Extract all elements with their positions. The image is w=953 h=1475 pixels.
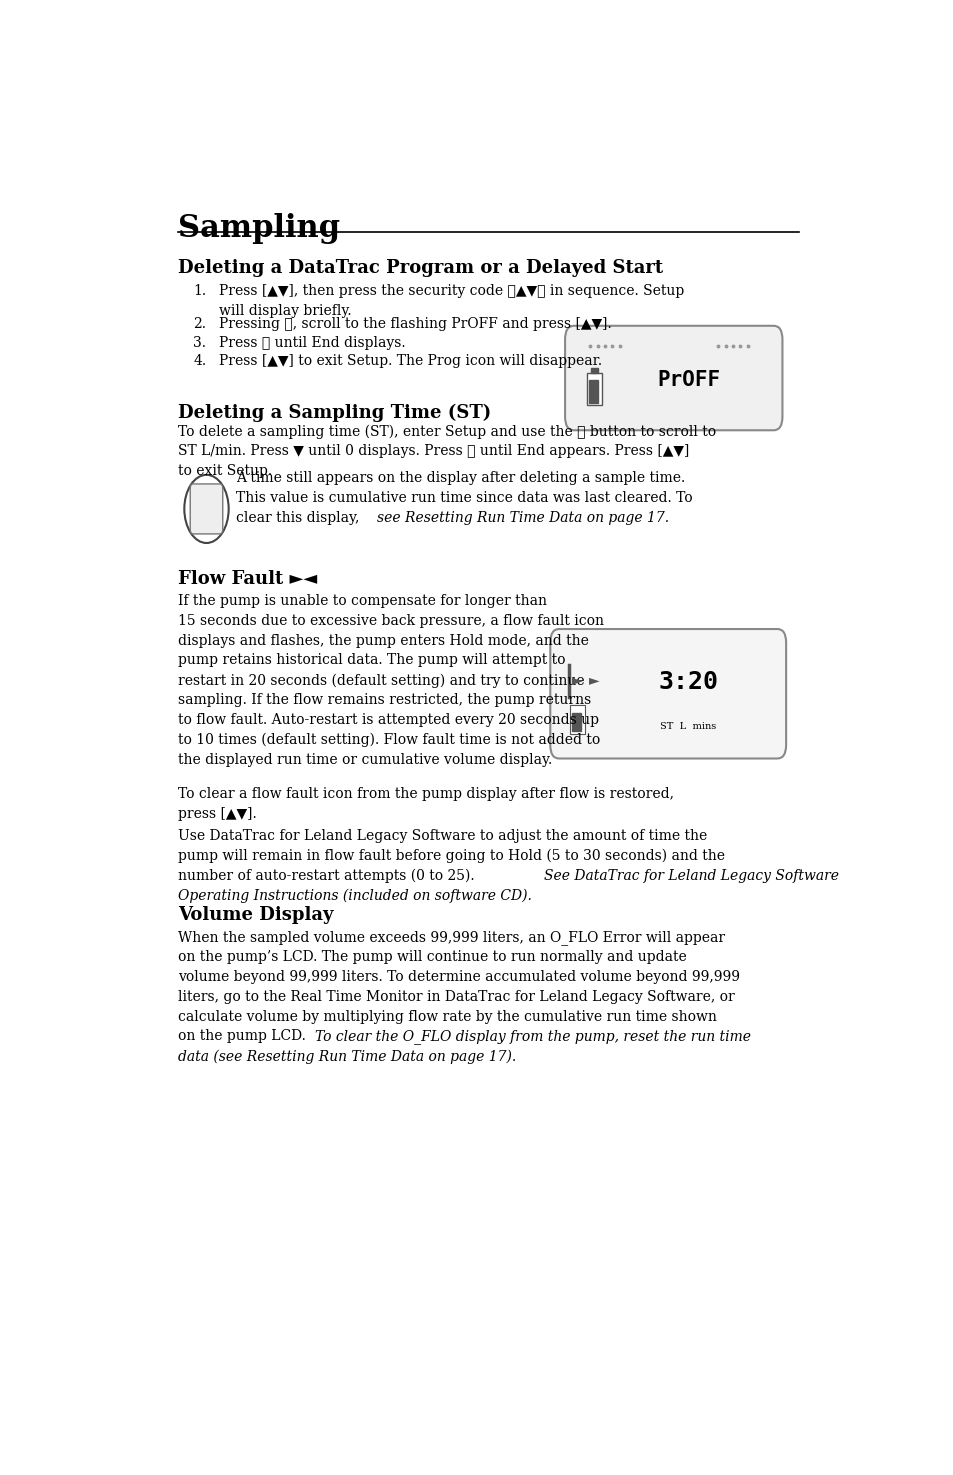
Text: ST  L  mins: ST L mins: [659, 723, 716, 732]
Text: Deleting a Sampling Time (ST): Deleting a Sampling Time (ST): [178, 404, 491, 422]
Text: 2.: 2.: [193, 317, 206, 330]
Text: Sampling: Sampling: [178, 214, 340, 245]
Bar: [587, 373, 601, 406]
Text: will display briefly.: will display briefly.: [219, 304, 352, 317]
FancyBboxPatch shape: [190, 484, 222, 534]
Text: Press ✱ until End displays.: Press ✱ until End displays.: [219, 336, 405, 350]
Text: See DataTrac for Leland Legacy Software: See DataTrac for Leland Legacy Software: [544, 869, 839, 882]
Text: Deleting a DataTrac Program or a Delayed Start: Deleting a DataTrac Program or a Delayed…: [178, 258, 663, 277]
Text: PrOFF: PrOFF: [657, 370, 720, 391]
Text: to exit Setup.: to exit Setup.: [178, 465, 273, 478]
Text: calculate volume by multiplying flow rate by the cumulative run time shown: calculate volume by multiplying flow rat…: [178, 1009, 717, 1024]
Text: Flow Fault ►◄: Flow Fault ►◄: [178, 569, 317, 589]
Text: volume beyond 99,999 liters. To determine accumulated volume beyond 99,999: volume beyond 99,999 liters. To determin…: [178, 969, 740, 984]
Bar: [588, 381, 597, 403]
Text: To clear a flow fault icon from the pump display after flow is restored,: To clear a flow fault icon from the pump…: [178, 786, 674, 801]
Text: 4.: 4.: [193, 354, 206, 369]
Text: Pressing ✱, scroll to the flashing PrOFF and press [▲▼].: Pressing ✱, scroll to the flashing PrOFF…: [219, 317, 611, 330]
Bar: [571, 712, 580, 732]
Text: press [▲▼].: press [▲▼].: [178, 807, 257, 820]
FancyBboxPatch shape: [550, 628, 785, 758]
Text: ►: ►: [588, 673, 598, 687]
Text: number of auto-restart attempts (0 to 25).: number of auto-restart attempts (0 to 25…: [178, 869, 479, 884]
Text: Press [▲▼], then press the security code ✱▲▼✱ in sequence. Setup: Press [▲▼], then press the security code…: [219, 283, 683, 298]
Text: This value is cumulative run time since data was last cleared. To: This value is cumulative run time since …: [235, 491, 692, 504]
Bar: [570, 705, 584, 733]
Text: data (see Resetting Run Time Data on page 17).: data (see Resetting Run Time Data on pag…: [178, 1049, 517, 1063]
Text: When the sampled volume exceeds 99,999 liters, an O_FLO Error will appear: When the sampled volume exceeds 99,999 l…: [178, 931, 725, 945]
Text: liters, go to the Real Time Monitor in DataTrac for Leland Legacy Software, or: liters, go to the Real Time Monitor in D…: [178, 990, 735, 1003]
Text: 3:20: 3:20: [658, 671, 718, 695]
Text: To clear the O_FLO display from the pump, reset the run time: To clear the O_FLO display from the pump…: [314, 1030, 750, 1044]
Text: A time still appears on the display after deleting a sample time.: A time still appears on the display afte…: [235, 471, 684, 485]
Text: on the pump LCD.: on the pump LCD.: [178, 1030, 311, 1043]
Text: ST L/min. Press ▼ until 0 displays. Press ✱ until End appears. Press [▲▼]: ST L/min. Press ▼ until 0 displays. Pres…: [178, 444, 689, 459]
Text: 15 seconds due to excessive back pressure, a flow fault icon: 15 seconds due to excessive back pressur…: [178, 614, 604, 628]
Text: ►: ►: [572, 673, 582, 687]
Text: clear this display,: clear this display,: [235, 510, 363, 525]
Text: sampling. If the flow remains restricted, the pump returns: sampling. If the flow remains restricted…: [178, 693, 591, 707]
Text: the displayed run time or cumulative volume display.: the displayed run time or cumulative vol…: [178, 752, 552, 767]
Text: To delete a sampling time (ST), enter Setup and use the ✱ button to scroll to: To delete a sampling time (ST), enter Se…: [178, 425, 716, 440]
Text: 3.: 3.: [193, 336, 206, 350]
Text: 1.: 1.: [193, 283, 206, 298]
Text: to flow fault. Auto-restart is attempted every 20 seconds up: to flow fault. Auto-restart is attempted…: [178, 712, 598, 727]
Text: pump retains historical data. The pump will attempt to: pump retains historical data. The pump w…: [178, 653, 565, 668]
Bar: [590, 367, 598, 373]
Text: to 10 times (default setting). Flow fault time is not added to: to 10 times (default setting). Flow faul…: [178, 733, 600, 748]
Text: Press [▲▼] to exit Setup. The Prog icon will disappear.: Press [▲▼] to exit Setup. The Prog icon …: [219, 354, 601, 369]
Text: Operating Instructions (included on software CD).: Operating Instructions (included on soft…: [178, 888, 532, 903]
Text: see Resetting Run Time Data on page 17.: see Resetting Run Time Data on page 17.: [376, 510, 668, 525]
Text: restart in 20 seconds (default setting) and try to continue: restart in 20 seconds (default setting) …: [178, 673, 584, 687]
FancyBboxPatch shape: [564, 326, 781, 431]
Text: displays and flashes, the pump enters Hold mode, and the: displays and flashes, the pump enters Ho…: [178, 634, 589, 648]
Text: If the pump is unable to compensate for longer than: If the pump is unable to compensate for …: [178, 594, 547, 608]
Text: on the pump’s LCD. The pump will continue to run normally and update: on the pump’s LCD. The pump will continu…: [178, 950, 686, 963]
Text: pump will remain in flow fault before going to Hold (5 to 30 seconds) and the: pump will remain in flow fault before go…: [178, 848, 724, 863]
Text: Use DataTrac for Leland Legacy Software to adjust the amount of time the: Use DataTrac for Leland Legacy Software …: [178, 829, 707, 842]
Text: Volume Display: Volume Display: [178, 906, 334, 925]
